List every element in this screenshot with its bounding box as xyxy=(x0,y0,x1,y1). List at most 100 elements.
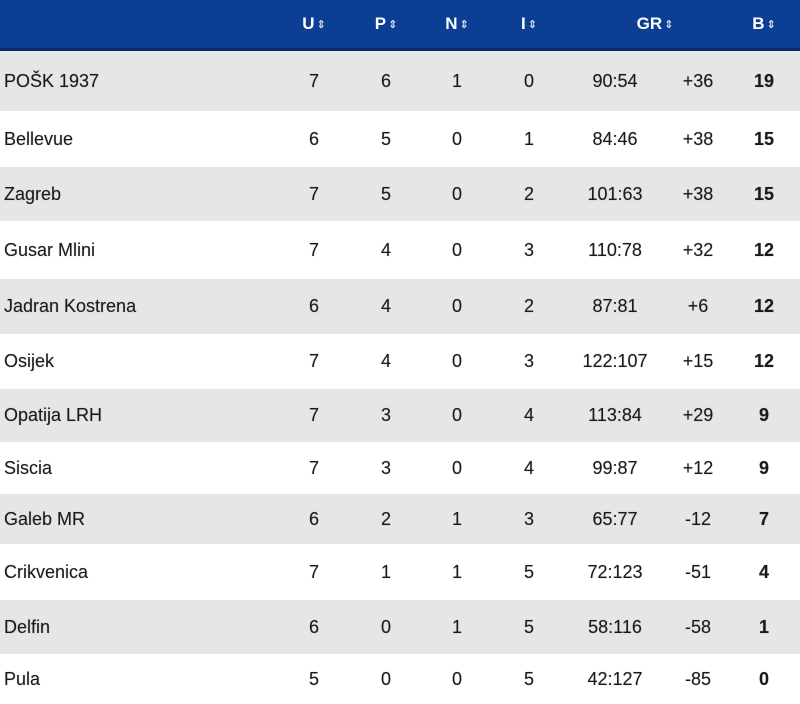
cell-gr: 87:81 xyxy=(592,296,638,316)
cell-u: 7 xyxy=(308,239,319,260)
cell-n: 1 xyxy=(451,70,462,91)
column-header-u[interactable]: U ⇕ xyxy=(302,14,326,33)
cell-u: 6 xyxy=(308,616,319,637)
cell-n: 0 xyxy=(451,405,462,425)
cell-points: 15 xyxy=(753,183,775,204)
cell-p: 1 xyxy=(380,561,391,582)
cell-p: 4 xyxy=(380,296,391,316)
cell-p: 4 xyxy=(380,239,391,260)
cell-n: 0 xyxy=(451,296,462,316)
cell-u: 7 xyxy=(308,457,319,478)
team-name: Zagreb xyxy=(4,183,62,204)
table-row: Gusar Mlini 7 4 0 3 110:78 +32 12 xyxy=(0,221,800,279)
cell-i: 3 xyxy=(523,508,534,529)
sort-arrows-icon: ⇕ xyxy=(459,18,469,31)
cell-p: 4 xyxy=(380,351,391,371)
cell-gr: 99:87 xyxy=(592,457,638,478)
cell-goal-difference: -58 xyxy=(684,616,711,637)
cell-u: 7 xyxy=(308,351,319,371)
table-row: Osijek 7 4 0 3 122:107 +15 12 xyxy=(0,334,800,389)
cell-u: 6 xyxy=(308,508,319,529)
cell-goal-difference: +32 xyxy=(682,239,714,260)
cell-goal-difference: +15 xyxy=(682,351,714,371)
table-row: POŠK 1937 7 6 1 0 90:54 +36 19 xyxy=(0,51,800,111)
team-name: Delfin xyxy=(4,616,51,637)
cell-points: 9 xyxy=(758,457,769,478)
team-name: Bellevue xyxy=(4,128,74,149)
cell-i: 2 xyxy=(523,183,534,204)
cell-i: 5 xyxy=(523,561,534,582)
cell-gr: 113:84 xyxy=(588,405,642,425)
cell-goal-difference: +29 xyxy=(682,405,714,425)
sort-arrows-icon: ⇕ xyxy=(316,18,326,31)
cell-i: 5 xyxy=(523,668,534,689)
sort-arrows-icon: ⇕ xyxy=(388,18,398,31)
sort-arrows-icon: ⇕ xyxy=(527,18,537,31)
cell-p: 3 xyxy=(380,457,391,478)
team-name: Jadran Kostrena xyxy=(4,296,137,316)
team-name: Osijek xyxy=(4,351,55,371)
cell-i: 5 xyxy=(523,616,534,637)
column-header-b[interactable]: B ⇕ xyxy=(752,14,776,33)
cell-points: 15 xyxy=(753,128,775,149)
cell-goal-difference: -85 xyxy=(684,668,711,689)
team-name: Gusar Mlini xyxy=(4,239,96,260)
cell-points: 0 xyxy=(758,668,769,689)
cell-gr: 84:46 xyxy=(592,128,638,149)
sort-arrows-icon: ⇕ xyxy=(664,18,674,31)
cell-gr: 110:78 xyxy=(588,239,642,260)
cell-n: 0 xyxy=(451,457,462,478)
cell-u: 6 xyxy=(308,128,319,149)
cell-u: 5 xyxy=(308,668,319,689)
cell-goal-difference: +38 xyxy=(682,128,714,149)
cell-p: 3 xyxy=(380,405,391,425)
cell-points: 9 xyxy=(758,405,769,425)
column-header-n[interactable]: N ⇕ xyxy=(445,14,469,33)
cell-i: 1 xyxy=(523,128,534,149)
cell-i: 3 xyxy=(523,239,534,260)
cell-points: 19 xyxy=(753,70,775,91)
cell-p: 2 xyxy=(380,508,391,529)
column-header-p[interactable]: P ⇕ xyxy=(374,14,398,33)
cell-goal-difference: -51 xyxy=(684,561,711,582)
cell-n: 1 xyxy=(451,616,462,637)
cell-goal-difference: +6 xyxy=(687,296,709,316)
cell-points: 1 xyxy=(758,616,769,637)
table-row: Opatija LRH 7 3 0 4 113:84 +29 9 xyxy=(0,389,800,442)
cell-u: 7 xyxy=(308,405,319,425)
cell-p: 0 xyxy=(380,668,391,689)
table-body: POŠK 1937 7 6 1 0 90:54 +36 19 Bellevue 6 5 0 1 84:46… xyxy=(0,51,800,704)
cell-p: 6 xyxy=(380,70,391,91)
team-name: Galeb MR xyxy=(4,508,86,529)
cell-goal-difference: +12 xyxy=(682,457,714,478)
column-header-gr[interactable]: GR ⇕ xyxy=(636,14,674,33)
table-row: Zagreb 7 5 0 2 101:63 +38 15 xyxy=(0,167,800,221)
cell-n: 0 xyxy=(451,128,462,149)
table-row: Jadran Kostrena 6 4 0 2 87:81 +6 12 xyxy=(0,279,800,334)
sort-arrows-icon: ⇕ xyxy=(766,18,776,31)
cell-n: 0 xyxy=(451,183,462,204)
cell-n: 0 xyxy=(451,351,462,371)
cell-points: 7 xyxy=(758,508,769,529)
cell-u: 7 xyxy=(308,183,319,204)
team-name: Opatija LRH xyxy=(4,405,103,425)
team-name: Crikvenica xyxy=(4,561,89,582)
cell-u: 7 xyxy=(308,70,319,91)
table-row: Delfin 6 0 1 5 58:116 -58 1 xyxy=(0,600,800,654)
table-row: Pula 5 0 0 5 42:127 -85 0 xyxy=(0,654,800,704)
cell-gr: 65:77 xyxy=(592,508,638,529)
cell-n: 0 xyxy=(451,668,462,689)
team-name: Siscia xyxy=(4,457,53,478)
table-row: Galeb MR 6 2 1 3 65:77 -12 7 xyxy=(0,494,800,544)
column-header-i[interactable]: I ⇕ xyxy=(521,14,537,33)
cell-i: 2 xyxy=(523,296,534,316)
table-header: U ⇕ P ⇕ N ⇕ I ⇕ GR ⇕ B ⇕ xyxy=(0,0,800,51)
cell-u: 7 xyxy=(308,561,319,582)
cell-points: 4 xyxy=(758,561,769,582)
team-name: Pula xyxy=(4,668,41,689)
cell-i: 4 xyxy=(523,457,534,478)
cell-i: 3 xyxy=(523,351,534,371)
cell-i: 0 xyxy=(523,70,534,91)
cell-u: 6 xyxy=(308,296,319,316)
